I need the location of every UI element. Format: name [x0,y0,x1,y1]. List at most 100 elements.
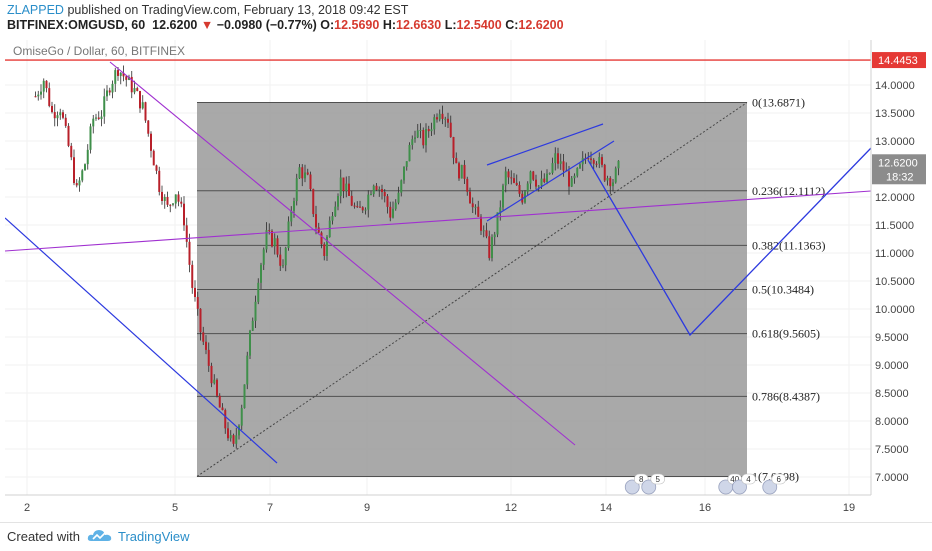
candle-body [119,72,122,76]
fib-trend-line [196,102,748,477]
candle-body [372,185,375,195]
candle-body [392,208,394,218]
tradingview-brand[interactable]: TradingView [118,529,190,544]
candle-body [53,112,56,119]
candle-body [548,173,551,175]
candle-body [191,264,194,288]
candle-body [254,301,257,321]
candle-body [298,167,301,179]
candle-body [133,88,136,93]
candle-body [42,80,45,92]
candle-body [612,182,614,187]
candle-body [499,207,502,213]
candle-body [370,194,372,196]
close-value: 12.6200 [518,18,564,32]
chart-title: OmiseGo / Dollar, 60, BITFINEX [13,44,185,58]
candle-body [111,83,114,93]
candle-body [557,153,559,164]
candle-body [438,113,441,120]
candle-body [174,194,177,204]
candle-body [70,145,73,158]
author-name[interactable]: ZLAPPED [7,3,64,17]
candle-body [229,435,232,439]
candle-body [364,209,367,211]
drawings[interactable] [5,59,872,464]
candle-body [353,205,356,207]
candle-body [606,178,609,181]
candle-body [482,230,485,232]
candle-body [199,308,202,333]
candle-body [551,163,554,174]
time-axis[interactable]: 2 5 7 9 12 14 16 19 [5,494,871,514]
price-tick-label: 8.5000 [875,388,909,400]
candle-body [570,178,573,187]
candle-body [386,196,389,207]
candle-body [416,130,419,138]
candle-body [301,167,304,179]
candle-body [202,332,205,342]
candle-body [444,118,447,120]
candle-body [532,171,535,180]
candle-body [218,395,221,408]
event-count: 6 [777,475,782,484]
price-tick-label: 10.0000 [875,304,915,316]
symbol-info: BITFINEX:OMGUSD, 60 12.6200 ▼ −0.0980 (−… [7,18,564,32]
candle-body [207,349,210,366]
candle-body [147,120,150,134]
candle-body [249,330,251,356]
candle-body [205,341,207,350]
price-axis[interactable]: 14.000013.500013.000012.500012.000011.50… [870,40,926,495]
event-badge [650,473,666,485]
price-chart[interactable]: 0(13.6871) 0.236(12.1112) 0.382(11.1363) 0.… [5,40,926,520]
trend-line-purple [5,190,872,252]
candle-body [507,171,510,178]
candle-body [502,185,504,208]
candle-body [106,90,108,97]
event-count: 40 [730,475,739,484]
time-tick-label: 19 [843,502,855,514]
candle-body [221,407,224,411]
candle-body [603,164,606,181]
candle-body [361,207,364,211]
current-price-tag [872,154,926,185]
candle-body [37,94,40,97]
candle-body [469,191,471,204]
candle-body [312,189,315,215]
candle-body [609,178,612,187]
fib-label: 0.236(12.1112) [752,184,825,198]
candle-body [95,117,97,119]
candle-body [562,161,565,171]
candle-body [284,247,287,266]
candle-body [293,201,295,211]
price-tick-label: 14.0000 [875,80,915,92]
candle-body [576,168,579,176]
candle-body [67,125,70,146]
candle-body [535,179,537,187]
candle-body [125,76,128,80]
candle-body [491,237,493,259]
candle-body [375,185,378,191]
chart-area[interactable]: 0(13.6871) 0.236(12.1112) 0.382(11.1363) 0.… [5,40,926,520]
high-label: H: [382,18,397,32]
candle-body [246,355,249,385]
candle-body [64,117,67,126]
event-flag-icon [732,479,747,495]
symbol-name[interactable]: BITFINEX:OMGUSD, 60 [7,18,146,32]
candle-body [183,203,185,226]
candle-body [356,206,359,208]
candle-body [485,230,488,237]
candle-body [350,195,353,206]
event-markers[interactable]: 8 5 40 4 6 [624,473,787,495]
candle-body [194,287,196,298]
candle-body [447,118,449,123]
candle-body [232,435,235,444]
candle-body [518,185,521,194]
price-tick-label: 8.0000 [875,416,909,428]
candle-body [546,173,548,183]
candle-body [441,113,444,119]
candle-body [480,216,482,231]
candle-body [595,163,598,165]
low-label: L: [444,18,457,32]
time-tick-label: 9 [364,502,370,514]
candle-body [97,117,100,119]
